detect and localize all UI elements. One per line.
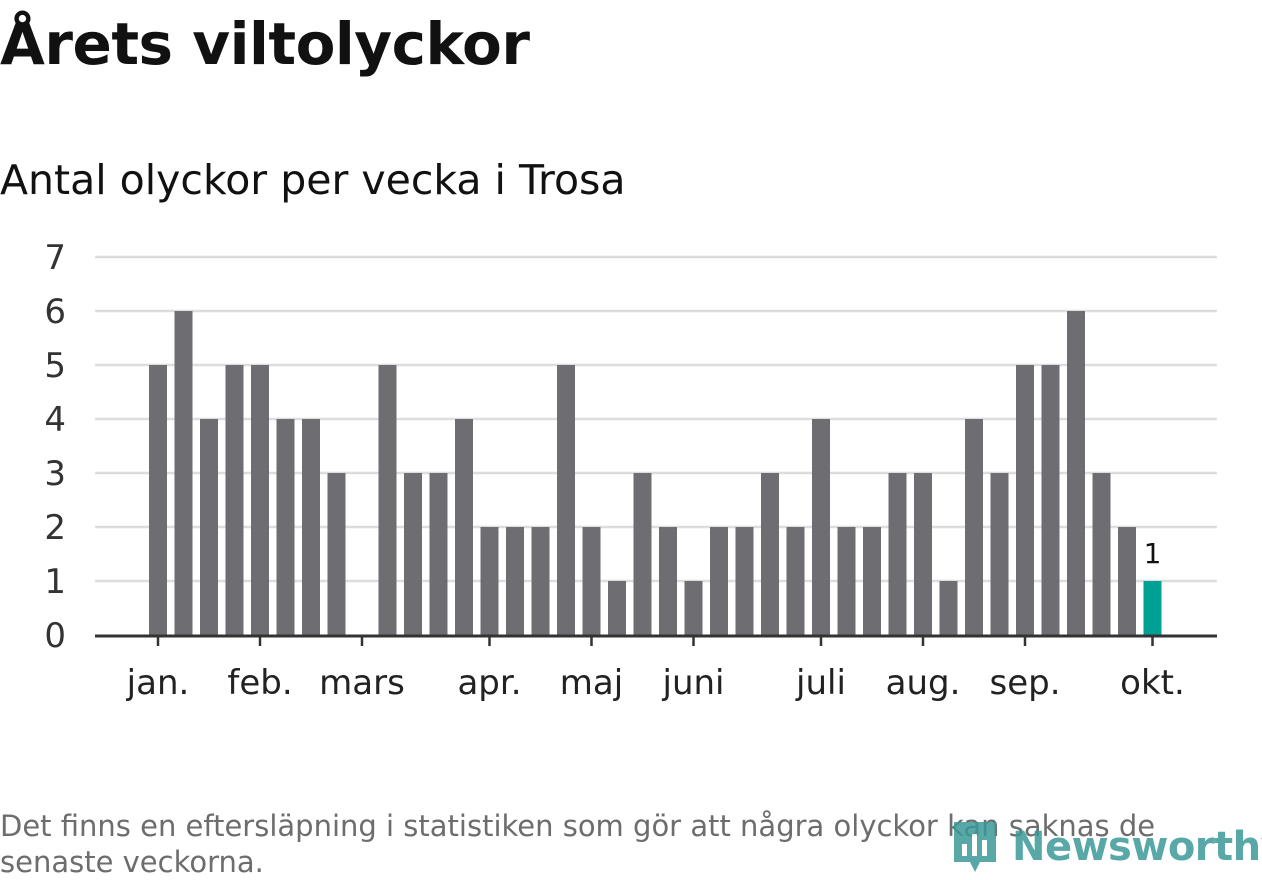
x-tick-label: juli: [795, 663, 846, 703]
newsworthy-logo: Newsworthy: [950, 818, 1262, 876]
x-axis-ticks: jan. feb. mars apr. maj juni juli aug. sep. okt.: [126, 636, 1185, 703]
y-tick-label: 5: [44, 346, 66, 386]
chart-subtitle: Antal olyckor per vecka i Trosa: [0, 156, 626, 204]
bar: [429, 473, 448, 635]
newsworthy-logo-icon: [954, 822, 996, 872]
bar: [480, 527, 499, 635]
bar: [149, 365, 167, 635]
bar: [735, 527, 754, 635]
bar: [225, 365, 244, 635]
bar: [1118, 527, 1136, 635]
bar: [608, 581, 626, 635]
bar: [965, 419, 983, 635]
logo-text: Newsworthy: [1012, 824, 1262, 870]
x-tick-label: juni: [662, 663, 725, 703]
y-tick-label: 7: [44, 238, 66, 278]
bar: [812, 419, 830, 635]
bar: [659, 527, 677, 635]
bar-labels: 1: [1144, 537, 1162, 570]
bar: [786, 527, 805, 635]
chart-title: Årets viltolyckor: [0, 10, 530, 78]
bar: [888, 473, 907, 635]
y-tick-label: 3: [44, 454, 66, 494]
bar: [276, 419, 295, 635]
x-tick-label: jan.: [126, 663, 190, 703]
bar: [531, 527, 550, 635]
bar-value-label: 1: [1144, 537, 1162, 570]
x-tick-label: maj: [560, 663, 623, 703]
bar: [251, 365, 269, 635]
y-tick-label: 4: [44, 400, 66, 440]
bar: [990, 473, 1009, 635]
x-tick-label: feb.: [227, 663, 292, 703]
bar: [633, 473, 652, 635]
x-tick-label: apr.: [457, 663, 521, 703]
bar: [455, 419, 473, 635]
bar: [837, 527, 856, 635]
bar: [1092, 473, 1111, 635]
bar: [506, 527, 524, 635]
bar: [914, 473, 932, 635]
y-tick-label: 6: [44, 292, 66, 332]
y-tick-label: 0: [44, 616, 66, 656]
bar: [1041, 365, 1060, 635]
x-tick-label: aug.: [886, 663, 961, 703]
bar: [684, 581, 703, 635]
bar: [582, 527, 601, 635]
bar: [1067, 311, 1085, 635]
x-tick-label: mars: [319, 663, 405, 703]
bar: [557, 365, 575, 635]
y-tick-label: 1: [44, 562, 66, 602]
bar-highlighted: [1143, 581, 1162, 635]
bar: [863, 527, 881, 635]
bar: [200, 419, 218, 635]
x-tick-label: okt.: [1120, 663, 1185, 703]
y-axis-ticks: 0 1 2 3 4 5 6 7: [44, 238, 66, 656]
bar: [761, 473, 779, 635]
bar: [404, 473, 422, 635]
x-tick-label: sep.: [989, 663, 1060, 703]
bar: [174, 311, 193, 635]
bar: [710, 527, 728, 635]
bars: [149, 311, 1162, 635]
bar: [939, 581, 958, 635]
bar: [327, 473, 346, 635]
bar: [302, 419, 320, 635]
bar: [378, 365, 397, 635]
bar: [1016, 365, 1034, 635]
y-tick-label: 2: [44, 508, 66, 548]
